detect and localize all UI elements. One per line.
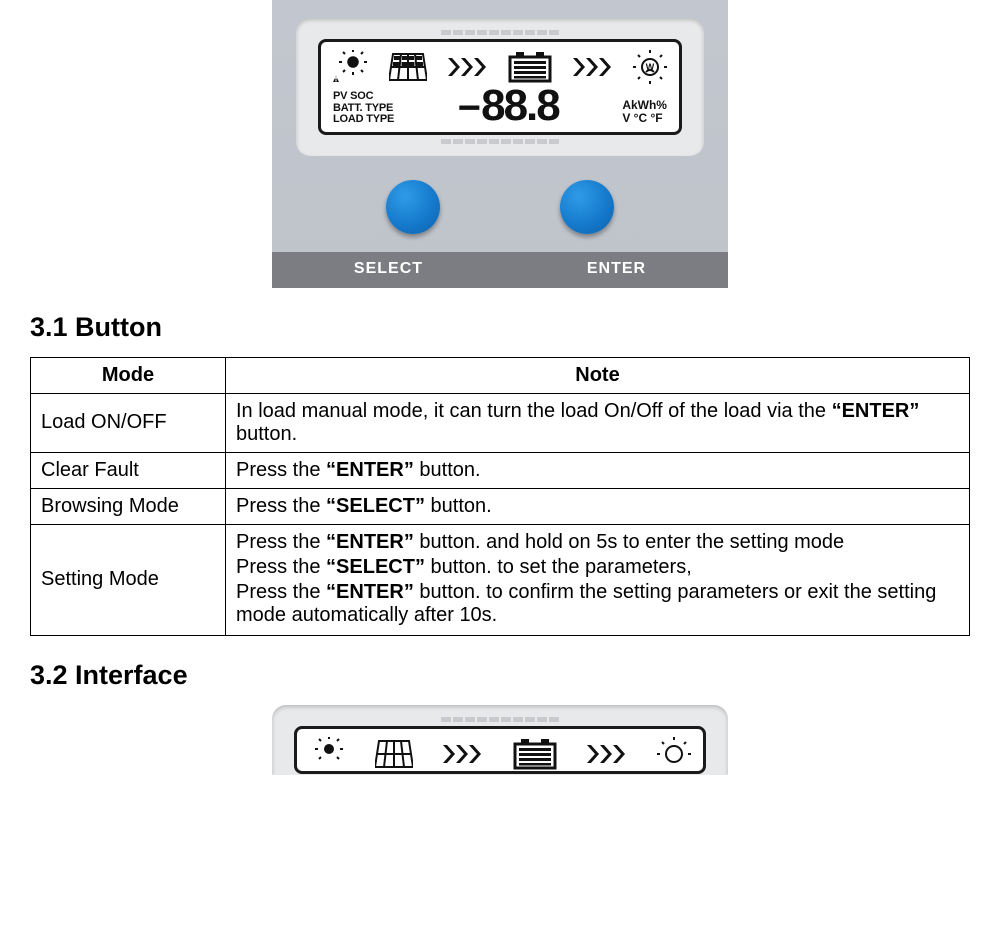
lcd-top-strip (310, 28, 690, 37)
lcd-label-line: PV SOC (333, 91, 394, 103)
section-heading-interface: 3.2 Interface (30, 660, 970, 691)
lcd-screen (294, 726, 706, 774)
units-line: V °C °F (622, 112, 667, 125)
mode-cell: Clear Fault (31, 452, 226, 488)
table-row: Load ON/OFFIn load manual mode, it can t… (31, 393, 970, 452)
lcd-frame: W PV SOC BATT. TYPE LOAD TYPE − 88.8 Ak (296, 18, 704, 156)
lcd-left-labels: PV SOC BATT. TYPE LOAD TYPE (333, 91, 394, 126)
button-table: Mode Note Load ON/OFFIn load manual mode… (30, 357, 970, 636)
table-row: Setting ModePress the “ENTER” button. an… (31, 524, 970, 635)
select-button[interactable] (386, 180, 440, 234)
device-panel: W PV SOC BATT. TYPE LOAD TYPE − 88.8 Ak (272, 0, 728, 288)
note-cell: Press the “ENTER” button. and hold on 5s… (226, 524, 970, 635)
minus-sign: − (458, 90, 479, 126)
mode-cell: Browsing Mode (31, 488, 226, 524)
sun-warning-icon (333, 50, 369, 84)
flow-arrows-left-icon (443, 743, 483, 765)
note-cell: Press the “ENTER” button. (226, 452, 970, 488)
solar-panel-icon (389, 52, 427, 82)
lcd-top-strip (286, 715, 714, 724)
table-row: Clear FaultPress the “ENTER” button. (31, 452, 970, 488)
svg-text:W: W (646, 62, 655, 72)
lcd-bottom-strip (310, 137, 690, 146)
table-row: Browsing ModePress the “SELECT” button. (31, 488, 970, 524)
lcd-right-units: AkWh% V °C °F (622, 99, 667, 125)
lcd-label-line: LOAD TYPE (333, 114, 394, 126)
flow-arrows-left-icon (448, 56, 488, 78)
section-heading-button: 3.1 Button (30, 312, 970, 343)
note-cell: Press the “SELECT” button. (226, 488, 970, 524)
bulb-icon: W (633, 50, 667, 84)
note-cell: In load manual mode, it can turn the loa… (226, 393, 970, 452)
bulb-icon (657, 737, 691, 771)
lcd-digits: − 88.8 (458, 86, 559, 126)
lcd-icon-row: W (333, 50, 667, 84)
digit-value: 88.8 (481, 86, 559, 126)
lcd-icon-row (309, 737, 691, 771)
enter-label: ENTER (587, 260, 646, 278)
device-panel-partial (272, 705, 728, 775)
mode-cell: Load ON/OFF (31, 393, 226, 452)
solar-panel-icon (375, 739, 413, 769)
battery-icon (513, 738, 557, 770)
enter-button[interactable] (560, 180, 614, 234)
flow-arrows-right-icon (587, 743, 627, 765)
table-header-mode: Mode (31, 357, 226, 393)
lcd-screen: W PV SOC BATT. TYPE LOAD TYPE − 88.8 Ak (318, 39, 682, 135)
battery-icon (508, 51, 552, 83)
button-label-bar: SELECT ENTER (272, 252, 728, 288)
lcd-frame (272, 705, 728, 775)
lcd-value-row: PV SOC BATT. TYPE LOAD TYPE − 88.8 AkWh%… (333, 86, 667, 126)
table-header-note: Note (226, 357, 970, 393)
button-row (296, 156, 704, 252)
sun-warning-icon (309, 737, 345, 771)
mode-cell: Setting Mode (31, 524, 226, 635)
flow-arrows-right-icon (573, 56, 613, 78)
select-label: SELECT (354, 260, 423, 278)
